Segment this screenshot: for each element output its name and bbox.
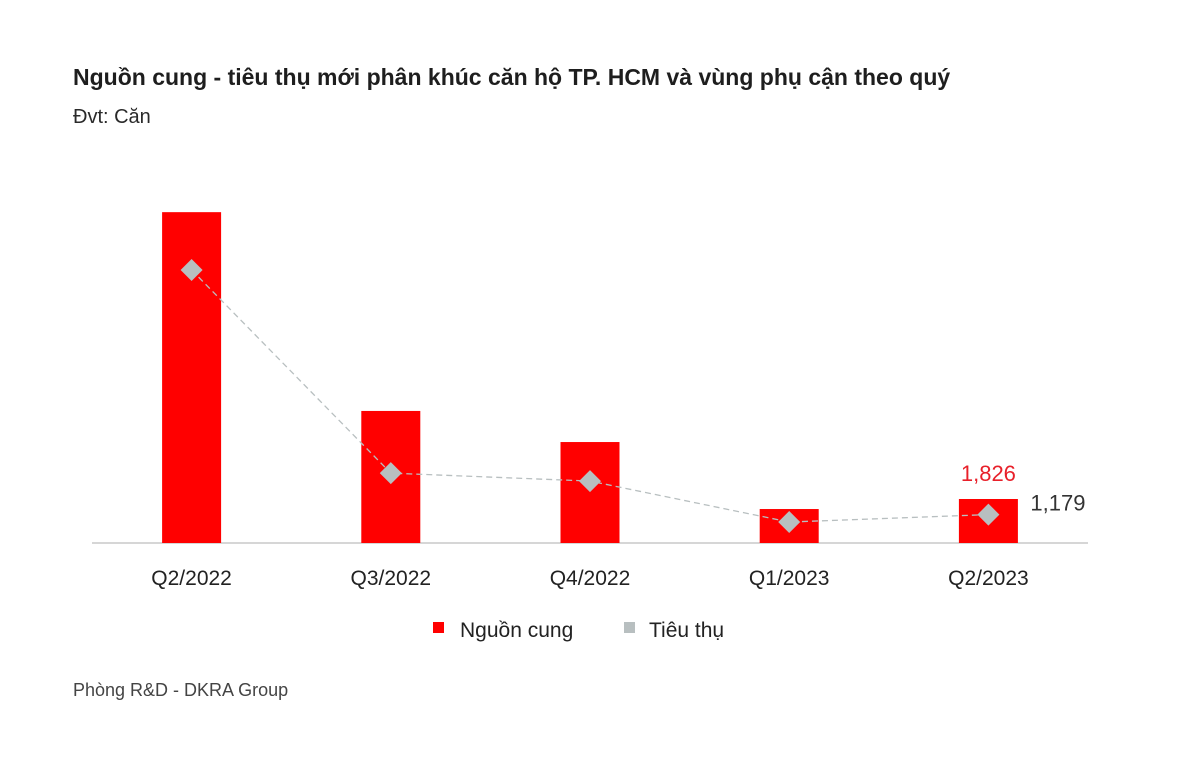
marker-Q1/2023 bbox=[778, 511, 801, 534]
chart-unit: Đvt: Căn bbox=[73, 106, 151, 128]
chart-title: Nguồn cung - tiêu thụ mới phân khúc căn … bbox=[73, 64, 951, 90]
legend-swatch-tieu-thu bbox=[624, 622, 635, 633]
marker-Q3/2022 bbox=[379, 462, 402, 485]
bar-Q4/2022 bbox=[560, 442, 620, 543]
legend-label-nguon-cung: Nguồn cung bbox=[460, 619, 573, 642]
marker-Q2/2023 bbox=[977, 503, 1000, 526]
x-tick-label: Q2/2022 bbox=[151, 567, 232, 590]
data-label-tieu-thu: 1,179 bbox=[1030, 491, 1085, 516]
x-tick-label: Q3/2022 bbox=[351, 567, 432, 590]
x-tick-label: Q2/2023 bbox=[948, 567, 1029, 590]
marker-Q2/2022 bbox=[180, 258, 203, 281]
legend-label-tieu-thu: Tiêu thụ bbox=[649, 619, 724, 642]
source-note: Phòng R&D - DKRA Group bbox=[73, 680, 289, 700]
x-tick-label: Q4/2022 bbox=[550, 567, 631, 590]
x-tick-label: Q1/2023 bbox=[749, 567, 830, 590]
data-label-nguon-cung: 1,826 bbox=[961, 461, 1016, 486]
marker-Q4/2022 bbox=[579, 470, 601, 493]
legend-swatch-nguon-cung bbox=[433, 622, 444, 633]
